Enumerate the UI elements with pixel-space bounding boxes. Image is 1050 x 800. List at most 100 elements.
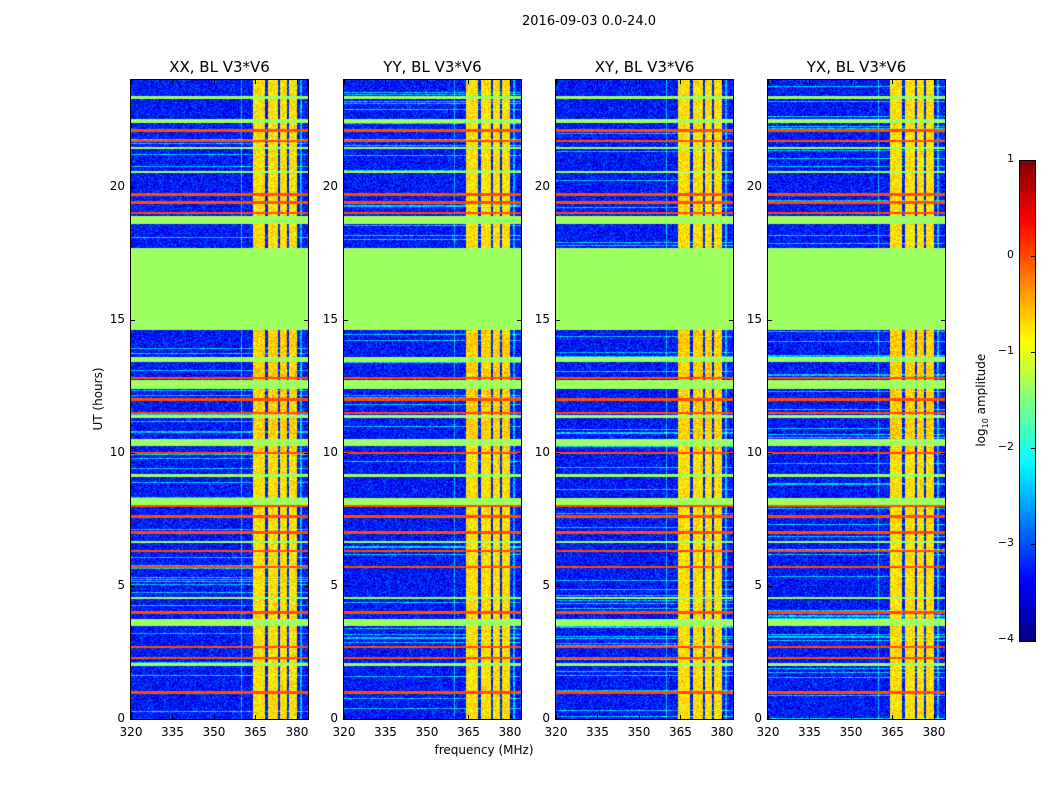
y-tick-label: 20 — [322, 178, 338, 193]
x-tick-mark — [344, 80, 345, 84]
y-tick-mark — [941, 585, 945, 587]
y-tick-label: 5 — [330, 577, 338, 592]
colorbar-tick-mark — [1031, 256, 1035, 257]
x-tick-mark — [680, 80, 682, 84]
colorbar-tick-mark — [1031, 544, 1035, 545]
colorbar-tick-mark — [1031, 640, 1035, 641]
heatmap-image — [556, 80, 733, 719]
y-tick-mark — [768, 319, 772, 321]
x-tick-mark — [933, 80, 935, 84]
y-tick-mark — [304, 585, 308, 587]
y-tick-label: 10 — [746, 444, 762, 459]
x-tick-mark — [597, 80, 599, 84]
x-tick-mark — [509, 715, 511, 719]
y-tick-label: 20 — [534, 178, 550, 193]
heatmap-panel-3 — [555, 79, 734, 720]
y-tick-label: 15 — [746, 311, 762, 326]
x-tick-mark — [597, 715, 599, 719]
x-tick-mark — [344, 715, 345, 719]
x-tick-label: 320 — [119, 725, 143, 739]
x-tick-label: 335 — [586, 725, 609, 739]
x-tick-mark — [385, 715, 387, 719]
y-tick-mark — [131, 585, 135, 587]
y-tick-mark — [556, 452, 560, 454]
y-tick-mark — [941, 719, 945, 720]
y-tick-mark — [304, 719, 308, 720]
x-tick-mark — [213, 715, 215, 719]
heatmap-image — [344, 80, 521, 719]
y-tick-mark — [131, 186, 135, 188]
y-tick-label: 20 — [746, 178, 762, 193]
x-tick-mark — [556, 80, 557, 84]
y-tick-mark — [131, 319, 135, 321]
x-tick-label: 350 — [202, 725, 226, 739]
x-tick-mark — [556, 715, 557, 719]
y-tick-mark — [941, 186, 945, 188]
y-tick-mark — [344, 585, 348, 587]
colorbar-label: log10 amplitude — [973, 353, 991, 447]
x-tick-mark — [721, 715, 723, 719]
y-tick-mark — [768, 186, 772, 188]
x-tick-mark — [809, 80, 811, 84]
heatmap-panel-1 — [130, 79, 309, 720]
x-tick-mark — [768, 80, 769, 84]
y-tick-label: 15 — [322, 311, 338, 326]
y-tick-label: 0 — [542, 711, 550, 725]
y-tick-mark — [131, 719, 135, 720]
x-tick-label: 365 — [457, 725, 480, 739]
y-tick-mark — [517, 452, 521, 454]
y-tick-mark — [729, 585, 733, 587]
colorbar-tick-label: −2 — [997, 440, 1014, 453]
x-tick-label: 380 — [498, 725, 522, 739]
x-tick-mark — [850, 715, 852, 719]
y-tick-label: 0 — [330, 711, 338, 725]
x-tick-mark — [426, 715, 428, 719]
x-tick-mark — [680, 715, 682, 719]
y-tick-label: 0 — [754, 711, 762, 725]
x-tick-mark — [892, 80, 894, 84]
x-tick-mark — [296, 80, 298, 84]
y-tick-label: 10 — [534, 444, 550, 459]
colorbar-tick-label: 0 — [1007, 248, 1014, 261]
x-tick-mark — [172, 715, 174, 719]
x-tick-label: 335 — [161, 725, 184, 739]
x-tick-mark — [131, 715, 132, 719]
colorbar-tick-label: −1 — [997, 344, 1014, 357]
y-tick-label: 15 — [109, 311, 125, 326]
x-tick-mark — [721, 80, 723, 84]
x-tick-label: 380 — [922, 725, 946, 739]
x-tick-mark — [509, 80, 511, 84]
x-tick-label: 320 — [756, 725, 780, 739]
y-tick-mark — [729, 719, 733, 720]
y-tick-mark — [556, 186, 560, 188]
x-tick-label: 365 — [669, 725, 692, 739]
y-tick-mark — [304, 452, 308, 454]
y-tick-mark — [556, 719, 560, 720]
y-tick-mark — [344, 452, 348, 454]
x-tick-mark — [468, 715, 470, 719]
heatmap-image — [131, 80, 308, 719]
x-tick-mark — [426, 80, 428, 84]
x-tick-label: 320 — [332, 725, 356, 739]
colorbar-tick-mark — [1031, 448, 1035, 449]
x-tick-label: 365 — [881, 725, 904, 739]
x-tick-label: 350 — [415, 725, 439, 739]
y-tick-mark — [729, 319, 733, 321]
panel-title: YY, BL V3*V6 — [383, 58, 482, 76]
x-tick-label: 380 — [285, 725, 309, 739]
heatmap-panel-2 — [343, 79, 522, 720]
x-tick-mark — [933, 715, 935, 719]
y-tick-mark — [131, 452, 135, 454]
heatmap-panel-4 — [767, 79, 946, 720]
x-tick-label: 335 — [374, 725, 397, 739]
y-tick-mark — [517, 319, 521, 321]
y-tick-mark — [344, 186, 348, 188]
x-tick-label: 320 — [544, 725, 568, 739]
y-tick-mark — [304, 319, 308, 321]
x-tick-mark — [172, 80, 174, 84]
colorbar-tick-label: 1 — [1007, 152, 1014, 165]
y-tick-mark — [941, 452, 945, 454]
panel-title: XX, BL V3*V6 — [169, 58, 270, 76]
y-tick-mark — [344, 719, 348, 720]
